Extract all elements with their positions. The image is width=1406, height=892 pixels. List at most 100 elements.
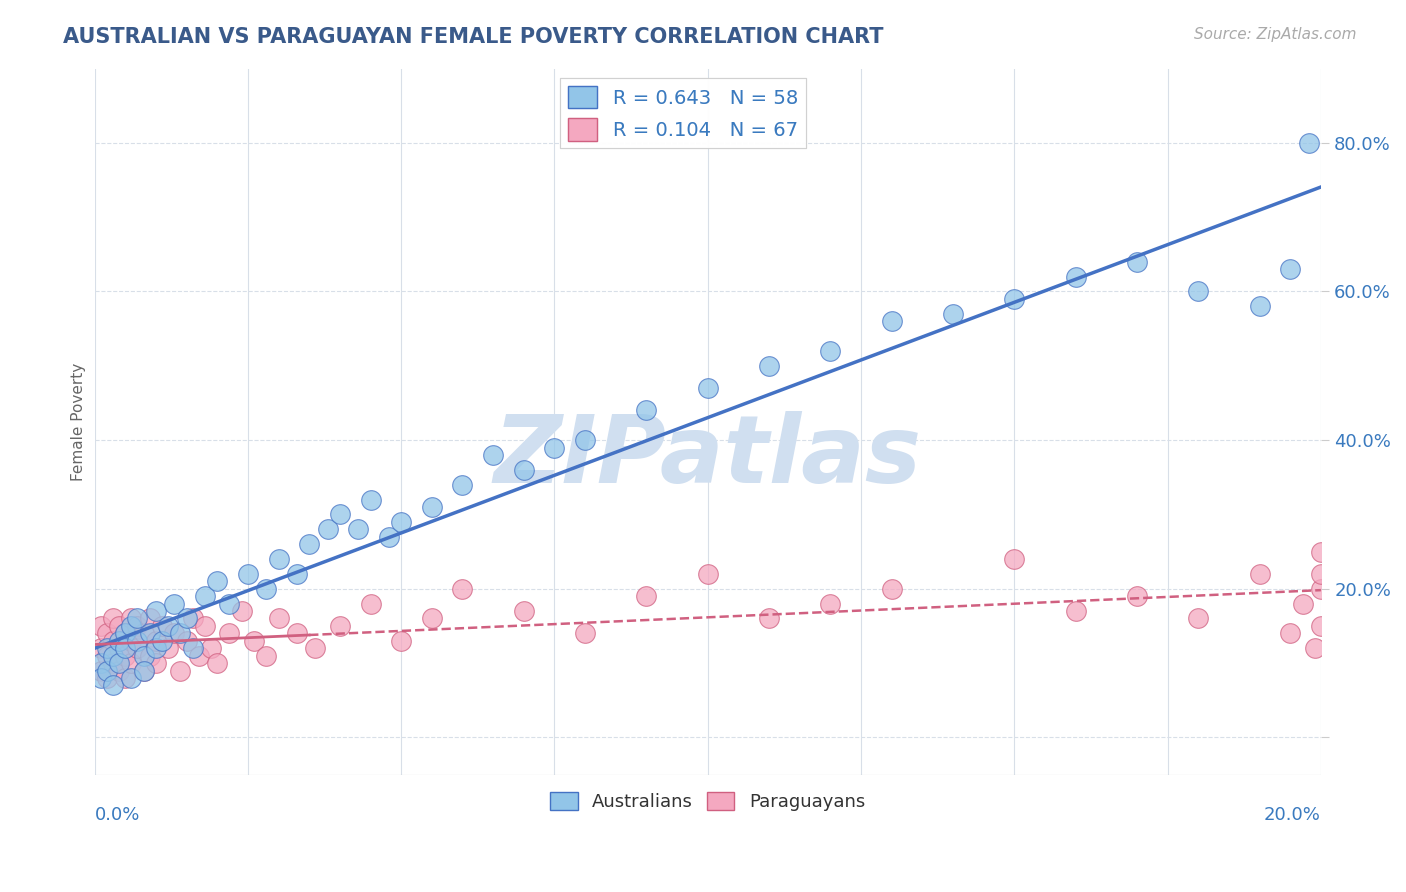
Point	[120, 619, 142, 633]
Point	[267, 611, 290, 625]
Point	[1249, 566, 1271, 581]
Point	[254, 582, 277, 596]
Point	[127, 641, 149, 656]
Point	[316, 522, 339, 536]
Point	[1309, 619, 1331, 633]
Point	[389, 515, 412, 529]
Point	[1187, 285, 1209, 299]
Point	[820, 597, 842, 611]
Point	[1002, 552, 1025, 566]
Point	[420, 611, 443, 625]
Point	[1279, 262, 1302, 277]
Point	[90, 671, 112, 685]
Point	[1064, 269, 1087, 284]
Point	[194, 619, 217, 633]
Point	[169, 626, 191, 640]
Point	[285, 626, 308, 640]
Point	[285, 566, 308, 581]
Y-axis label: Female Poverty: Female Poverty	[72, 362, 86, 481]
Point	[181, 611, 204, 625]
Point	[120, 671, 142, 685]
Point	[176, 611, 198, 625]
Text: 20.0%: 20.0%	[1264, 806, 1320, 824]
Point	[114, 671, 136, 685]
Point	[120, 611, 142, 625]
Point	[1187, 611, 1209, 625]
Point	[820, 343, 842, 358]
Point	[96, 664, 118, 678]
Point	[574, 626, 596, 640]
Point	[329, 619, 352, 633]
Point	[101, 656, 124, 670]
Point	[254, 648, 277, 663]
Point	[942, 307, 965, 321]
Point	[101, 611, 124, 625]
Point	[696, 381, 718, 395]
Legend: R = 0.643   N = 58, R = 0.104   N = 67: R = 0.643 N = 58, R = 0.104 N = 67	[561, 78, 806, 148]
Point	[169, 664, 191, 678]
Point	[145, 633, 167, 648]
Point	[420, 500, 443, 514]
Point	[163, 597, 186, 611]
Point	[329, 508, 352, 522]
Point	[120, 656, 142, 670]
Point	[758, 359, 780, 373]
Point	[114, 626, 136, 640]
Point	[1126, 589, 1149, 603]
Point	[1303, 641, 1326, 656]
Point	[1298, 136, 1320, 150]
Point	[181, 641, 204, 656]
Point	[304, 641, 326, 656]
Point	[150, 633, 173, 648]
Text: ZIPatlas: ZIPatlas	[494, 411, 922, 503]
Point	[1249, 299, 1271, 313]
Point	[139, 611, 162, 625]
Point	[108, 664, 131, 678]
Point	[132, 664, 155, 678]
Point	[194, 589, 217, 603]
Text: 0.0%: 0.0%	[94, 806, 141, 824]
Point	[108, 633, 131, 648]
Point	[139, 626, 162, 640]
Point	[157, 641, 180, 656]
Point	[127, 619, 149, 633]
Point	[1279, 626, 1302, 640]
Point	[543, 441, 565, 455]
Point	[482, 448, 505, 462]
Point	[108, 641, 131, 656]
Point	[636, 403, 658, 417]
Point	[880, 314, 903, 328]
Point	[127, 633, 149, 648]
Point	[114, 648, 136, 663]
Point	[145, 641, 167, 656]
Point	[139, 648, 162, 663]
Point	[218, 626, 240, 640]
Point	[1126, 254, 1149, 268]
Point	[157, 619, 180, 633]
Point	[360, 597, 382, 611]
Point	[1002, 292, 1025, 306]
Point	[101, 678, 124, 692]
Point	[636, 589, 658, 603]
Point	[90, 619, 112, 633]
Point	[236, 566, 259, 581]
Point	[347, 522, 370, 536]
Point	[513, 604, 536, 618]
Point	[1309, 544, 1331, 558]
Point	[360, 492, 382, 507]
Point	[96, 626, 118, 640]
Point	[96, 671, 118, 685]
Text: Source: ZipAtlas.com: Source: ZipAtlas.com	[1194, 27, 1357, 42]
Point	[758, 611, 780, 625]
Point	[451, 477, 474, 491]
Point	[880, 582, 903, 596]
Point	[145, 656, 167, 670]
Point	[1291, 597, 1313, 611]
Point	[132, 626, 155, 640]
Point	[218, 597, 240, 611]
Point	[231, 604, 253, 618]
Point	[108, 656, 131, 670]
Point	[187, 648, 209, 663]
Point	[96, 648, 118, 663]
Point	[114, 641, 136, 656]
